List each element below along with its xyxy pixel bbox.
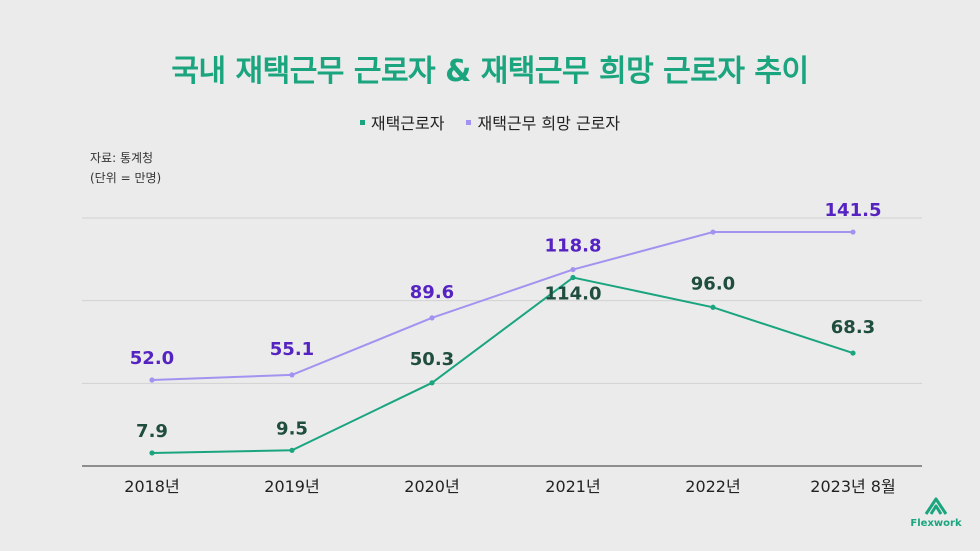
data-label: 7.9 (136, 421, 168, 442)
data-point (149, 377, 155, 383)
legend-label-hopeful-workers: 재택근무 희망 근로자 (477, 114, 621, 133)
legend-item-remote-workers: 재택근로자 (359, 110, 445, 134)
data-label: 89.6 (410, 282, 454, 303)
x-tick-label: 2020년 (404, 477, 459, 496)
brand-name: Flexwork (910, 518, 962, 529)
x-tick-label: 2022년 (685, 477, 740, 496)
source-line: 자료: 통계청 (90, 151, 154, 165)
data-label: 118.8 (545, 236, 602, 257)
data-label: 114.0 (545, 284, 602, 305)
series-line (151, 231, 853, 382)
data-point (289, 372, 295, 378)
legend-item-hopeful-workers: 재택근무 희망 근로자 (466, 110, 620, 134)
data-label: 55.1 (270, 339, 314, 360)
brand-logo: Flexwork (906, 496, 966, 529)
data-point (570, 274, 576, 281)
data-point (429, 380, 435, 386)
data-label: 50.3 (410, 349, 454, 370)
data-point (429, 315, 435, 321)
flexwork-logo-icon (924, 497, 948, 515)
legend-marker-remote-workers (359, 119, 365, 125)
data-point (850, 350, 856, 356)
x-tick-label: 2023년 8월 (810, 477, 895, 496)
data-label: 52.0 (130, 348, 174, 369)
data-label: 9.5 (276, 418, 308, 439)
data-point (710, 304, 716, 310)
data-point (710, 229, 716, 235)
x-tick-label: 2019년 (264, 477, 319, 496)
data-label: 96.0 (691, 273, 735, 294)
data-point (149, 450, 155, 456)
chart-title: 국내 재택근무 근로자 & 재택근무 희망 근로자 추이 (171, 54, 809, 89)
x-tick-label: 2018년 (124, 477, 179, 496)
data-point (289, 447, 295, 453)
data-label: 141.5 (825, 200, 882, 221)
x-tick-label: 2021년 (545, 477, 600, 496)
data-label: 68.3 (831, 317, 875, 338)
series-line (151, 276, 854, 454)
legend-label-remote-workers: 재택근로자 (370, 114, 445, 133)
legend-marker-hopeful-workers (466, 119, 472, 125)
source-note: 자료: 통계청 (단위 = 만명) (90, 148, 161, 188)
data-point (850, 229, 856, 235)
legend: 재택근로자 재택근무 희망 근로자 (0, 110, 980, 134)
unit-line: (단위 = 만명) (90, 171, 162, 185)
data-point (570, 266, 576, 273)
